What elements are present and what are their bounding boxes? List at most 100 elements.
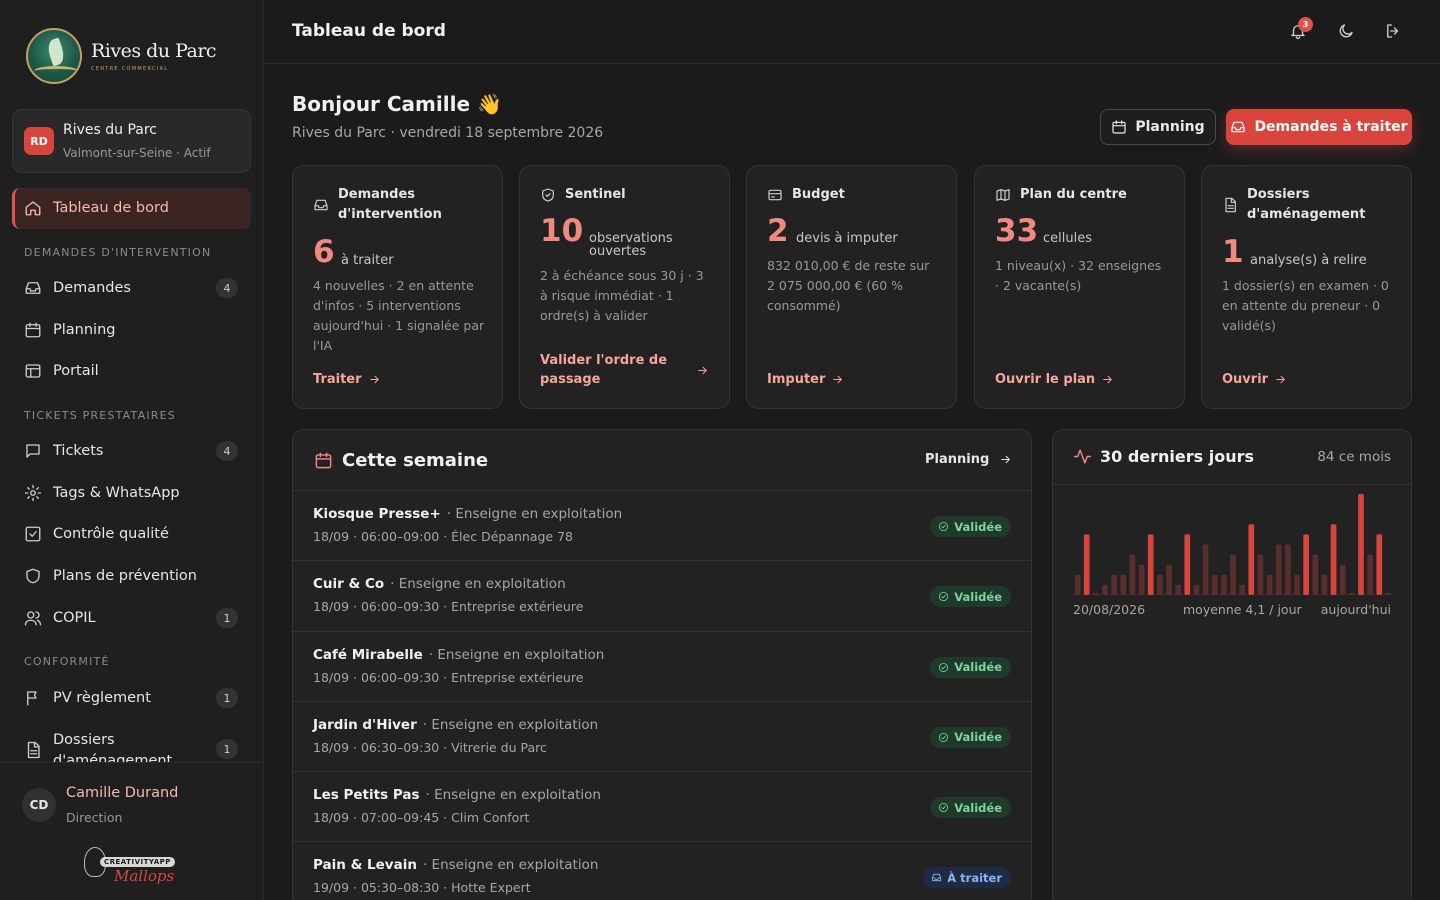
row-meta: 19/09 · 05:30–08:30 · Hotte Expert xyxy=(313,880,531,896)
sidebar-item-tickets[interactable]: Tickets 4 xyxy=(24,440,240,462)
card-link-ouvrir-plan[interactable]: Ouvrir le plan xyxy=(995,372,1114,387)
requests-button[interactable]: Demandes à traiter xyxy=(1226,109,1412,145)
tenant-kind: · Enseigne en exploitation xyxy=(390,576,566,593)
sidebar-item-plans-prevention[interactable]: Plans de prévention xyxy=(24,565,240,587)
card-unit: à traiter xyxy=(341,253,394,268)
brand-name: Rives du Parc xyxy=(91,40,217,62)
card-title: Sentinel xyxy=(565,187,626,202)
sidebar-item-copil[interactable]: COPIL 1 xyxy=(24,607,240,629)
card-dossiers[interactable]: Dossiers d'aménagement 1 analyse(s) à re… xyxy=(1201,165,1412,409)
tenant-kind: · Enseigne en exploitation xyxy=(446,506,623,522)
avatar: CD xyxy=(22,788,56,822)
row-title: Les Petits Pas · Enseigne en exploitation xyxy=(313,787,601,803)
axis-end-label: aujourd'hui xyxy=(1320,602,1391,617)
card-title: Dossiers d'aménagement xyxy=(1247,187,1366,222)
list-item[interactable]: Pain & Levain · Enseigne en exploitation 1… xyxy=(293,842,1031,900)
sidebar-item-controle-qualite[interactable]: Contrôle qualité xyxy=(24,523,240,545)
chart-bar xyxy=(1248,524,1255,595)
row-title: Cuir & Co · Enseigne en exploitation xyxy=(313,576,566,592)
sidebar-item-dashboard[interactable]: Tableau de bord xyxy=(24,197,240,219)
card-link-label: Ouvrir xyxy=(1222,372,1269,387)
week-planning-link[interactable]: Planning xyxy=(925,452,1012,467)
list-item[interactable]: Café Mirabelle · Enseigne en exploitation… xyxy=(293,632,1031,702)
status-badge: Validée xyxy=(930,656,1011,678)
chart-bar xyxy=(1312,554,1319,595)
chart-bar xyxy=(1303,534,1309,595)
sidebar-item-tags-whatsapp[interactable]: Tags & WhatsApp xyxy=(24,482,240,504)
chart-bar xyxy=(1285,544,1291,595)
sidebar-item-label: Demandes xyxy=(53,280,131,296)
site-name: Rives du Parc xyxy=(63,122,158,138)
card-link-imputer[interactable]: Imputer xyxy=(767,372,844,387)
tenant-kind: · Enseigne en exploitation xyxy=(422,857,599,874)
activity-icon xyxy=(1073,447,1092,466)
nav-active-highlight xyxy=(12,188,251,229)
sidebar-item-portail[interactable]: Portail xyxy=(24,360,240,382)
status-label: Validée xyxy=(954,800,1002,815)
nav-section-title: TICKETS PRESTATAIRES xyxy=(24,409,176,422)
card-link-valider[interactable]: Valider l'ordre de passage xyxy=(540,351,710,389)
shield-icon xyxy=(540,187,556,203)
sidebar-item-dossiers-amenagement[interactable]: Dossiers d'aménagement 1 xyxy=(24,730,240,762)
tenant-name: Cuir & Co xyxy=(313,576,385,593)
planning-button[interactable]: Planning xyxy=(1100,109,1216,145)
wallet-icon xyxy=(767,187,783,203)
week-title: Cette semaine xyxy=(342,450,489,471)
site-switcher[interactable]: RD Rives du Parc Valmont-sur-Seine · Act… xyxy=(12,109,251,173)
count-badge: 4 xyxy=(216,441,238,461)
logout-icon[interactable] xyxy=(1384,22,1402,40)
check-circle-icon xyxy=(938,521,949,532)
brand-logo[interactable]: Rives du Parc CENTRE COMMERCIAL xyxy=(26,28,217,84)
nav-section-title: DEMANDES D'INTERVENTION xyxy=(24,246,212,259)
chart-bar xyxy=(1385,593,1392,595)
card-description: 1 dossier(s) en examen · 0 en attente du… xyxy=(1222,278,1389,333)
sidebar-item-label: Tags & WhatsApp xyxy=(53,485,180,501)
list-item[interactable]: Jardin d'Hiver · Enseigne en exploitation… xyxy=(293,702,1031,773)
user-name: Camille Durand xyxy=(66,785,179,801)
list-item[interactable]: Cuir & Co · Enseigne en exploitation 18/09… xyxy=(293,561,1031,632)
status-label: À traiter xyxy=(947,870,1002,885)
card-link-ouvrir[interactable]: Ouvrir xyxy=(1222,372,1287,387)
user-panel[interactable]: CD Camille Durand Direction CREATIVITYAP… xyxy=(0,762,263,900)
count-badge: 1 xyxy=(216,608,238,628)
row-meta: 18/09 · 06:00–09:30 · Entreprise extérie… xyxy=(313,599,584,615)
check-circle-icon xyxy=(938,591,949,602)
card-demandes[interactable]: Demandes d'intervention 6 à traiter 4 no… xyxy=(292,165,503,409)
list-item[interactable]: Kiosque Presse+ · Enseigne en exploitatio… xyxy=(293,491,1031,562)
moon-icon[interactable] xyxy=(1337,22,1355,40)
tenant-name: Les Petits Pas xyxy=(313,787,420,804)
chart-bar xyxy=(1339,564,1346,595)
planning-button-label: Planning xyxy=(1135,119,1205,135)
status-badge: Validée xyxy=(930,516,1011,537)
sidebar-item-pv-reglement[interactable]: PV règlement 1 xyxy=(24,687,240,709)
flag-icon xyxy=(24,689,42,707)
sidebar-item-demandes[interactable]: Demandes 4 xyxy=(24,277,240,299)
arrow-right-icon xyxy=(1101,373,1114,386)
chart-bar xyxy=(1074,574,1081,595)
chart-bar xyxy=(1138,564,1145,595)
card-link-traiter[interactable]: Traiter xyxy=(313,372,381,387)
arrow-right-icon xyxy=(831,373,844,386)
chart-bar xyxy=(1376,534,1383,595)
sidebar-item-label: Planning xyxy=(53,322,116,338)
chart-bar xyxy=(1211,574,1218,595)
tenant-name: Kiosque Presse+ xyxy=(313,506,441,522)
chart-bar xyxy=(1349,593,1355,595)
card-sentinel[interactable]: Sentinel 10 observations ouvertes 2 à éc… xyxy=(519,165,730,409)
status-badge: À traiter xyxy=(923,867,1011,889)
row-title: Pain & Levain · Enseigne en exploitation xyxy=(313,857,598,873)
card-value: 2 xyxy=(767,213,789,249)
logo-emblem xyxy=(26,28,82,84)
row-meta: 18/09 · 06:30–09:30 · Vitrerie du Parc xyxy=(313,739,547,755)
list-item[interactable]: Les Petits Pas · Enseigne en exploitation… xyxy=(293,772,1031,843)
status-badge: Validée xyxy=(930,586,1011,608)
greeting: Bonjour Camille 👋 xyxy=(292,92,502,116)
stats-title: 30 derniers jours xyxy=(1100,447,1255,466)
chart-bar xyxy=(1102,584,1108,595)
chart-bar xyxy=(1367,554,1373,595)
status-label: Validée xyxy=(954,660,1002,675)
card-budget[interactable]: Budget 2 devis à imputer 832 010,00 € de… xyxy=(746,165,957,409)
sidebar-item-planning[interactable]: Planning xyxy=(24,319,240,341)
site-initials-badge: RD xyxy=(24,127,54,155)
card-plan-centre[interactable]: Plan du centre 33 cellules 1 niveau(x) ·… xyxy=(974,165,1185,409)
